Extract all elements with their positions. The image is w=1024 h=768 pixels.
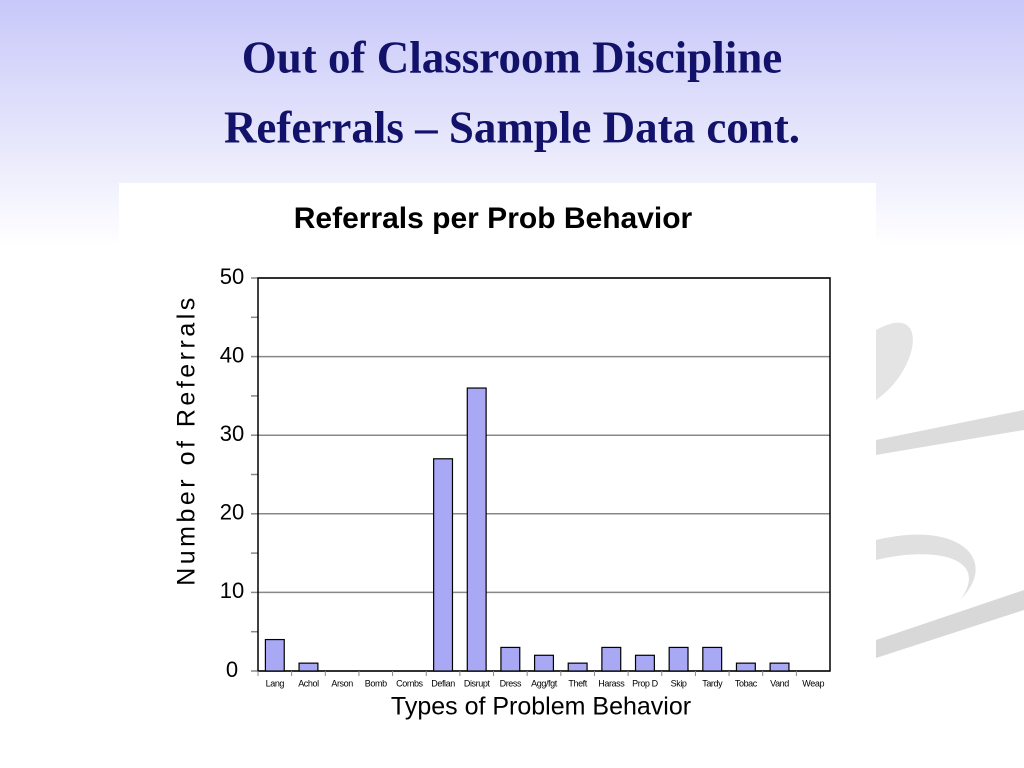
bar <box>601 646 622 672</box>
x-tick-label: Agg/fgt <box>531 678 558 688</box>
decoration <box>876 534 976 600</box>
bar <box>500 646 521 672</box>
x-tick-label: Disrupt <box>464 678 491 688</box>
decoration <box>876 322 913 400</box>
bar <box>298 662 319 672</box>
y-tick-label: 40 <box>220 342 244 367</box>
x-tick-label: Tardy <box>702 678 723 688</box>
x-tick-label: Achol <box>298 678 319 688</box>
bar <box>702 646 723 672</box>
bar <box>567 662 588 672</box>
decoration <box>876 410 1024 455</box>
x-tick-label: Arson <box>331 678 353 688</box>
bar <box>466 387 487 672</box>
x-tick-label: Weap <box>802 678 824 688</box>
x-tick-label: Prop D <box>632 678 659 688</box>
x-tick-label: Lang <box>266 678 285 688</box>
x-tick-label: Tobac <box>735 678 758 688</box>
x-tick-label: Skip <box>671 678 687 688</box>
bar <box>264 638 285 672</box>
y-tick-label: 20 <box>220 500 244 525</box>
x-tick-label: Defian <box>431 678 455 688</box>
decoration <box>876 590 1024 658</box>
x-tick-label: Bomb <box>365 678 387 688</box>
bar <box>634 654 655 672</box>
bar <box>769 662 790 672</box>
bar <box>533 654 555 672</box>
y-axis-label: Number of Referrals <box>173 294 201 586</box>
chart-title: Referrals per Prob Behavior <box>294 202 693 235</box>
x-axis-label: Types of Problem Behavior <box>391 693 691 721</box>
y-tick-label: 30 <box>220 421 244 446</box>
x-tick-label: Combs <box>396 678 423 688</box>
y-tick-label: 10 <box>220 578 244 603</box>
x-tick-label: Dress <box>500 678 522 688</box>
x-tick-label: Theft <box>568 678 587 688</box>
y-tick-label: 0 <box>226 657 238 682</box>
x-tick-label: Harass <box>598 678 625 688</box>
y-tick-label: 50 <box>220 264 244 289</box>
slide-title: Out of Classroom Discipline <box>242 32 782 82</box>
bar <box>433 458 454 672</box>
x-tick-label: Vand <box>770 678 789 688</box>
slide-title: Referrals – Sample Data cont. <box>224 102 800 152</box>
bar <box>668 646 689 672</box>
bar <box>735 662 756 672</box>
